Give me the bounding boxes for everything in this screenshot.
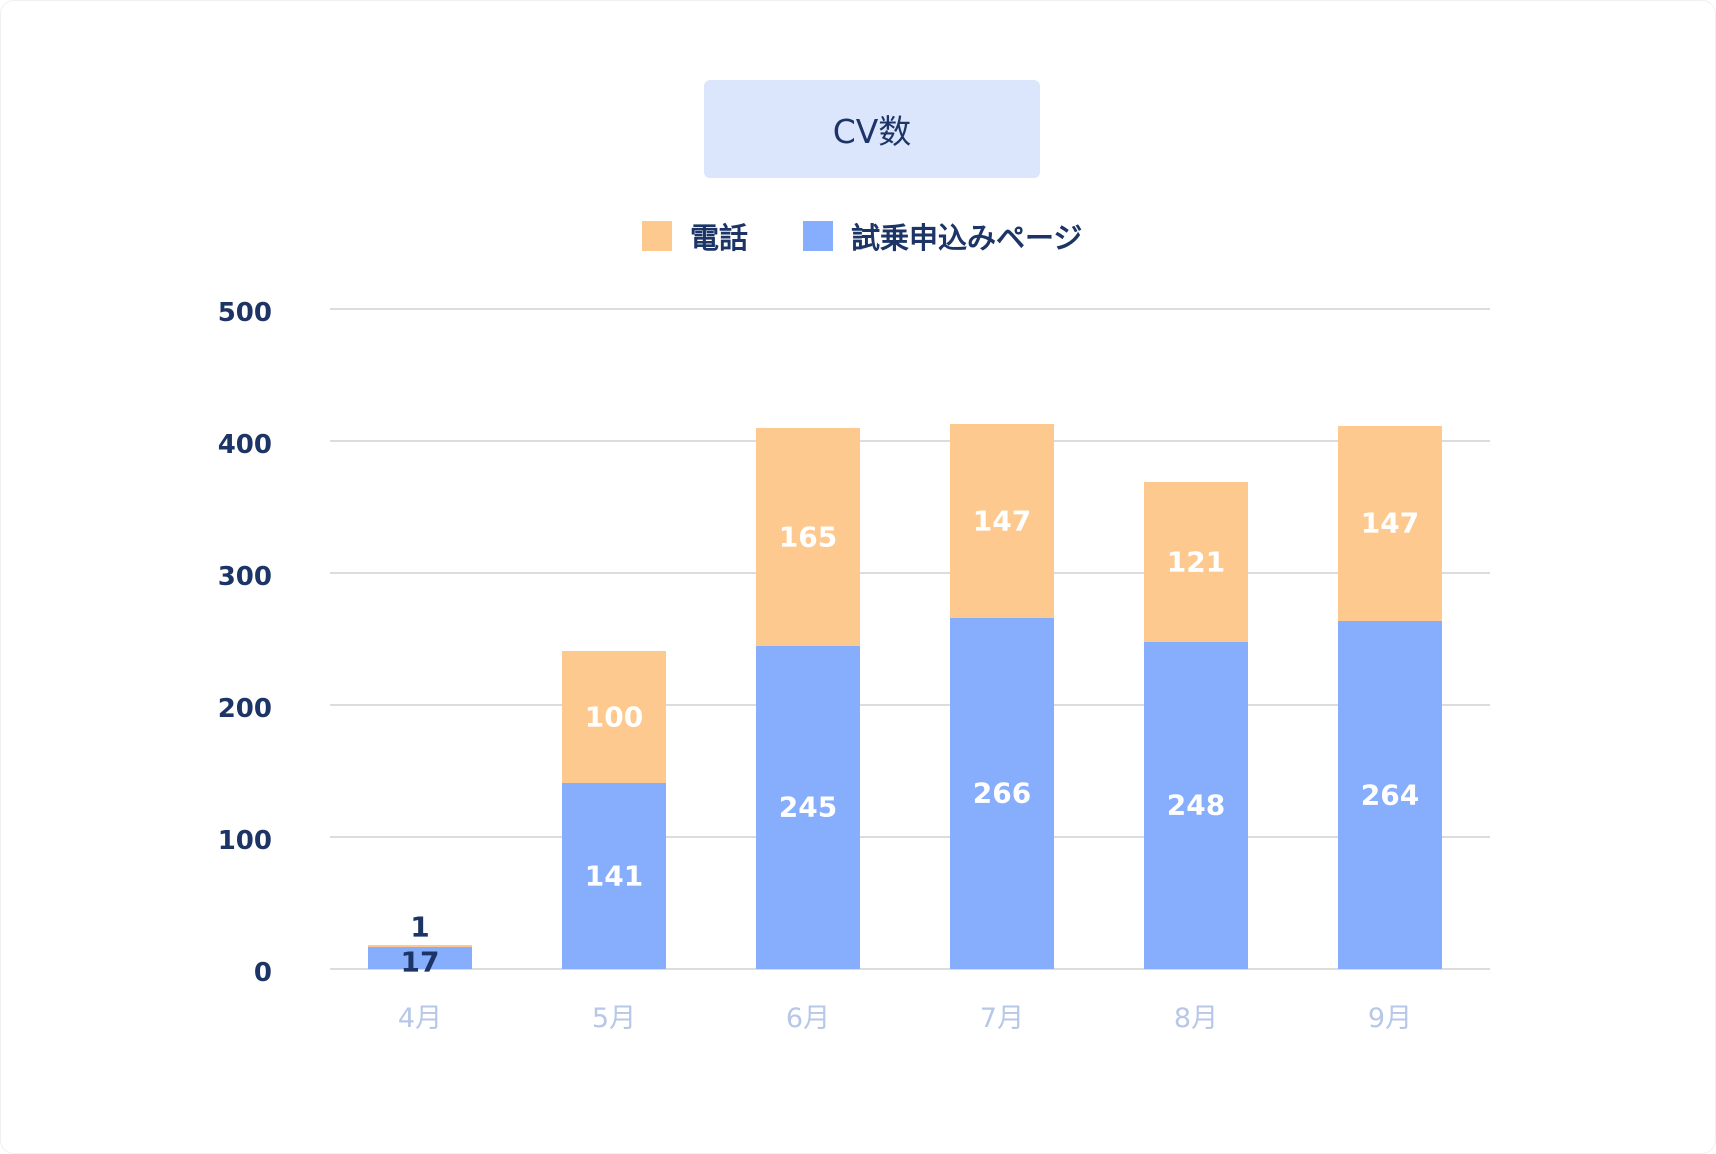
bar-segment-web: [1144, 641, 1248, 969]
bar-segment-phone: [756, 427, 860, 646]
y-tick-label: 200: [217, 694, 272, 724]
x-tick-label: 9月: [1367, 1003, 1413, 1034]
bar-segment-phone: [562, 650, 666, 783]
data-label-web: 17: [400, 945, 440, 979]
legend-item-web: 試乗申込みページ: [803, 215, 1082, 257]
x-tick-label: 6月: [785, 1003, 831, 1034]
legend-label-phone: 電話: [690, 221, 749, 255]
bar-segment-phone: [950, 423, 1054, 618]
legend-swatch-web: [803, 221, 834, 251]
x-tick-label: 7月: [979, 1003, 1025, 1034]
data-label-phone: 165: [778, 520, 838, 554]
y-tick-label: 0: [253, 958, 272, 988]
bar-segment-web: [950, 617, 1054, 969]
gridline-100: [330, 836, 1490, 838]
data-label-web: 264: [1360, 778, 1420, 812]
x-tick-label: 5月: [591, 1003, 637, 1034]
data-label-phone: 121: [1166, 545, 1226, 579]
data-label-phone: 147: [1360, 506, 1420, 540]
bar-4month: 1 17: [368, 911, 472, 978]
data-label-web: 245: [778, 790, 838, 824]
bar-segment-phone: [1144, 481, 1248, 642]
bar-segment-web: [562, 782, 666, 969]
bar-5month: 100 141: [562, 650, 666, 969]
bar-segment-phone: [1338, 426, 1442, 621]
data-label-phone: 147: [972, 504, 1032, 538]
bar-segment-web: [368, 946, 472, 969]
y-tick-label: 300: [217, 562, 272, 592]
bar-segment-phone: [368, 945, 472, 947]
bar-segment-web: [1338, 620, 1442, 969]
data-label-web: 248: [1166, 788, 1226, 822]
data-label-web: 141: [584, 859, 644, 893]
chart-title: CV数: [832, 112, 912, 151]
gridline-300: [330, 572, 1490, 574]
y-tick-label: 500: [217, 298, 272, 328]
gridline-500: [330, 308, 1490, 310]
legend-item-phone: 電話: [642, 215, 748, 257]
gridline-200: [330, 704, 1490, 706]
bar-8month: 121 248: [1144, 481, 1248, 969]
x-tick-label: 4月: [397, 1003, 443, 1034]
chart-title-box: CV数: [704, 80, 1040, 178]
gridline-400: [330, 440, 1490, 442]
bar-6month: 165 245: [756, 427, 860, 969]
data-label-phone: 1: [410, 910, 430, 944]
y-tick-label: 400: [217, 430, 272, 460]
data-label-web: 266: [972, 776, 1032, 810]
bar-9month: 147 264: [1338, 426, 1442, 969]
y-tick-label: 100: [217, 826, 272, 856]
bar-7month: 147 266: [950, 423, 1054, 969]
legend: 電話 試乗申込みページ: [642, 219, 1137, 255]
gridline-0: [330, 968, 1490, 970]
x-tick-label: 8月: [1173, 1003, 1219, 1034]
bar-segment-web: [756, 645, 860, 969]
legend-label-web: 試乗申込みページ: [851, 221, 1083, 255]
legend-swatch-phone: [642, 221, 672, 251]
data-label-phone: 100: [584, 700, 644, 734]
